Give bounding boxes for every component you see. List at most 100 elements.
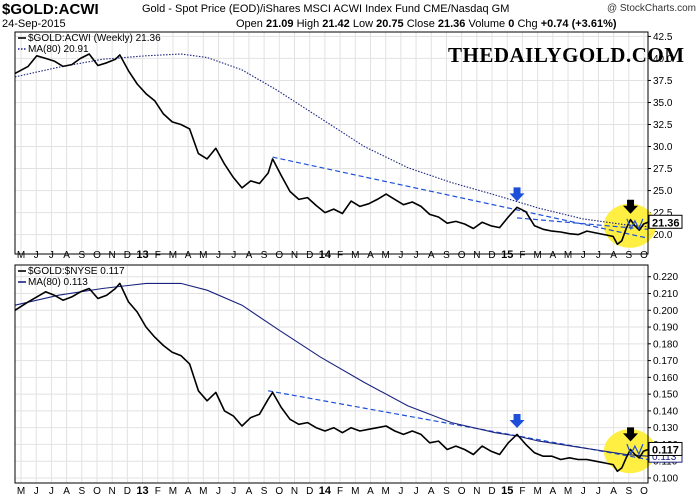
x-tick-label: A [185,486,192,497]
x-tick-label: F [155,486,161,497]
x-tick-label: M [533,486,541,497]
x-tick-label: N [109,486,116,497]
legend-label: $GOLD:$NYSE 0.117 [28,266,125,277]
x-tick-label: M [533,250,541,261]
x-tick-label: F [155,250,161,261]
watermark-logo: THEDAILYGOLD.COM [448,43,685,67]
y-tick-label: 0.200 [653,306,678,317]
low-value: 20.75 [376,18,404,30]
arrow-black [623,199,639,214]
x-tick-label: N [291,486,298,497]
x-tick-label: J [414,486,419,497]
x-tick-label: 15 [501,485,513,497]
close-label: Close [406,18,435,30]
x-tick-label: S [78,486,85,497]
x-tick-label: F [519,250,525,261]
x-tick-label: D [306,486,313,497]
y-tick-label: 0.170 [653,356,678,367]
ma80-line [14,282,649,457]
x-tick-label: M [564,250,572,261]
y-tick-label: 37.5 [653,76,673,87]
y-tick-label: 0.100 [653,473,678,484]
legend-label: MA(80) 20.91 [28,44,89,55]
panel-2: 0.1000.1100.1200.1300.1400.1500.1600.170… [14,264,683,484]
x-tick-label: J [398,250,403,261]
x-tick-label: J [231,486,236,497]
x-tick-label: F [519,486,525,497]
x-tick-label: M [199,486,207,497]
x-tick-label: J [581,486,586,497]
ohlc-stats: Open 21.09 High 21.42 Low 20.75 Close 21… [236,18,617,30]
x-tick-label: O [275,486,283,497]
x-tick-label: D [488,250,495,261]
x-tick-label: J [596,250,601,261]
legend-label: $GOLD:ACWI (Weekly) 21.36 [28,33,161,44]
close-value: 21.36 [437,18,466,30]
chg-value: +0.74 (+3.61%) [540,18,617,30]
arrow-black [623,427,639,442]
x-tick-label: M [382,486,390,497]
y-tick-label: 42.5 [653,32,673,43]
x-tick-label: 15 [501,249,513,261]
x-tick-label: J [414,250,419,261]
x-tick-label: J [34,250,39,261]
x-tick-label: M [169,486,177,497]
x-tick-label: S [261,250,268,261]
y-tick-label: 0.210 [653,289,678,300]
x-tick-label: N [109,250,116,261]
y-tick-label: 0.150 [653,390,678,401]
y-tick-label: 30.0 [653,142,673,153]
y-tick-label: 0.220 [653,272,678,283]
last-value-label: 21.36 [652,217,680,229]
x-tick-label: A [610,250,617,261]
arrow-blue [509,413,525,428]
x-tick-label: O [93,250,101,261]
x-tick-label: M [351,250,359,261]
x-tick-label: S [625,250,632,261]
x-tick-label: O [275,250,283,261]
x-tick-label: S [261,486,268,497]
x-tick-label: A [610,486,617,497]
y-tick-label: 32.5 [653,120,673,131]
x-tick-label: M [351,486,359,497]
ma80-line [14,53,649,228]
chart-symbol: $GOLD:ACWI [2,1,99,18]
x-tick-label: J [596,486,601,497]
x-tick-label: J [216,486,221,497]
x-tick-label: A [549,486,556,497]
x-tick-label: A [63,250,70,261]
x-tick-label: A [367,250,374,261]
x-tick-label: N [291,250,298,261]
x-tick-label: F [337,250,343,261]
x-tick-label: 14 [319,485,332,497]
x-tick-label: A [63,486,70,497]
x-tick-label: S [443,486,450,497]
last-value-tag [648,441,683,456]
y-tick-label: 0.140 [653,406,678,417]
high-label: High [296,18,320,30]
volume-value: 0 [508,18,515,30]
x-tick-label: O [458,486,466,497]
last-value-label: 0.117 [652,444,679,456]
plot-area [15,265,648,483]
open-label: Open [236,18,263,30]
x-tick-label: J [581,250,586,261]
x-tick-label: D [306,250,313,261]
plot-area [15,32,648,254]
y-tick-label: 25.0 [653,186,673,197]
x-tick-label: O [93,486,101,497]
y-tick-label: 0.180 [653,339,678,350]
y-tick-label: 0.130 [653,423,678,434]
y-tick-label: 40.0 [653,54,673,65]
x-tick-label: A [367,486,374,497]
x-tick-label: A [246,486,253,497]
x-tick-label: A [549,250,556,261]
legend-label: MA(80) 0.113 [28,277,88,288]
x-tick-label: M [169,250,177,261]
x-tick-label: J [49,250,54,261]
y-tick-label: 0.190 [653,323,678,334]
y-tick-label: 0.160 [653,373,678,384]
x-tick-label: S [625,486,632,497]
chart-header: $GOLD:ACWI Gold - Spot Price (EOD)/iShar… [0,0,700,32]
